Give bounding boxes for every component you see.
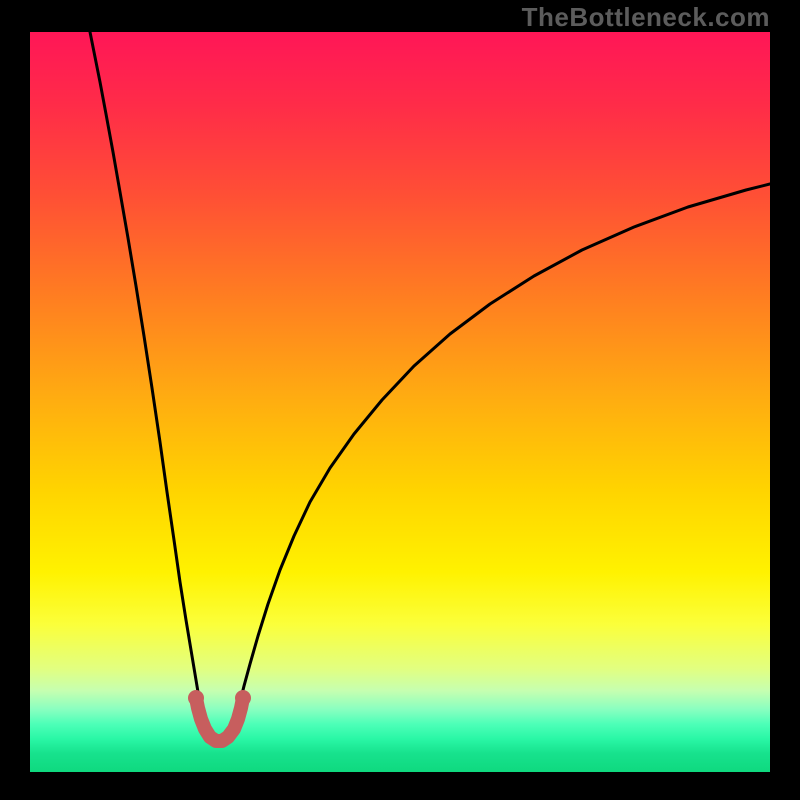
chart-svg: [30, 32, 770, 772]
chart-root: TheBottleneck.com: [0, 0, 800, 800]
watermark-text: TheBottleneck.com: [522, 2, 770, 33]
valley-marker-dot-left: [188, 690, 204, 706]
gradient-background: [30, 32, 770, 772]
plot-area: [30, 32, 770, 772]
valley-marker-dot-right: [235, 690, 251, 706]
